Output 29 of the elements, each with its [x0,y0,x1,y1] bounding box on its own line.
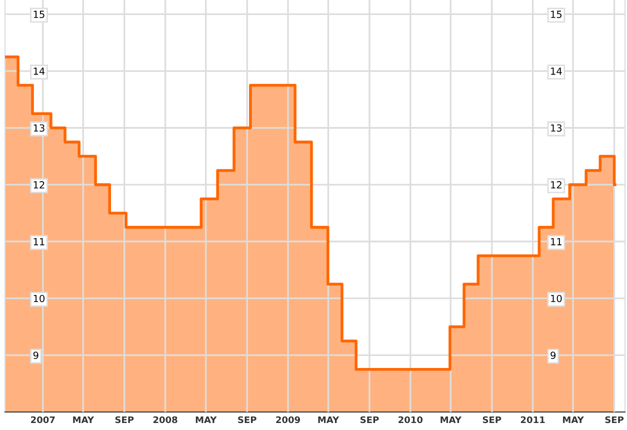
x-tick-label: SEP [115,416,134,424]
x-tick-label: MAY [440,416,462,424]
x-tick-label: SEP [482,416,502,424]
y-tick-label: 9 [33,352,38,360]
y-tick-label: 11 [34,238,44,246]
y2-tick-label: 15 [551,10,562,18]
y2-tick-label: 11 [551,238,562,246]
x-tick-label: MAY [73,416,94,424]
y-tick-label: 13 [34,124,44,132]
x-tick-label: 2008 [153,416,178,424]
x-tick-label: 2007 [31,416,55,424]
x-tick-label: MAY [563,416,584,424]
y-tick-label: 15 [34,10,44,18]
y2-tick-label: 9 [550,352,556,360]
y2-tick-label: 13 [551,124,562,132]
x-tick-label: SEP [360,416,379,424]
x-tick-label: SEP [238,416,256,424]
x-tick-label: MAY [196,416,217,424]
x-tick-label: SEP [605,416,624,424]
x-tick-label: 2010 [398,416,423,424]
y2-tick-label: 14 [551,68,562,75]
x-tick-label: 2011 [520,416,545,424]
y-tick-label: 10 [34,294,45,302]
y2-tick-label: 12 [551,181,562,188]
y2-tick-label: 10 [551,294,562,302]
y-tick-label: 12 [34,181,44,188]
x-tick-label: 2009 [276,416,300,424]
y-tick-label: 14 [34,68,45,75]
x-tick-label: MAY [318,416,340,424]
